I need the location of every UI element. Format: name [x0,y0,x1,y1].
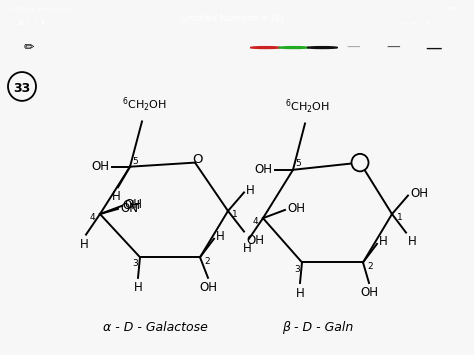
Circle shape [307,47,337,49]
Text: H: H [379,235,388,248]
Text: OH: OH [246,234,264,247]
Text: 4: 4 [89,213,95,222]
Text: 5: 5 [295,159,301,168]
Text: ↩  ↪  📄  ✕  ···: ↩ ↪ 📄 ✕ ··· [403,21,439,26]
Text: 1: 1 [397,213,403,222]
Text: OH: OH [91,160,109,173]
Text: H: H [80,238,88,251]
Text: OH: OH [199,281,217,294]
Text: —: — [425,39,442,56]
Text: 3: 3 [294,265,300,274]
Text: 3: 3 [132,259,138,268]
Text: $^6$CH$_2$OH: $^6$CH$_2$OH [121,96,166,114]
Text: 2: 2 [367,262,373,271]
Text: H: H [111,190,120,203]
Text: 5: 5 [132,157,138,166]
Text: O: O [193,153,203,166]
Text: β - D - Galn: β - D - Galn [283,321,354,334]
Circle shape [250,47,281,49]
Text: OH: OH [360,286,378,299]
Text: 70%: 70% [446,7,460,12]
Text: H: H [408,235,417,248]
Text: OH: OH [124,198,142,211]
Text: 1: 1 [232,209,238,219]
Text: α - D - Galactose: α - D - Galactose [102,321,208,334]
Text: OH: OH [122,199,140,212]
Text: OH: OH [254,163,272,176]
Text: H: H [216,230,225,243]
Text: OH: OH [287,202,305,215]
Circle shape [279,47,309,49]
Text: —: — [386,40,401,55]
Text: 4: 4 [252,217,258,226]
Text: ✏: ✏ [23,41,34,54]
Text: H: H [243,242,251,255]
Text: ON: ON [120,202,138,215]
Text: <   ⊞  🔍  🔖  ⬆: < ⊞ 🔍 🔖 ⬆ [9,21,46,26]
Text: Untitled Notebooˆk (4)  -: Untitled Notebooˆk (4) - [181,14,293,23]
Text: H: H [246,184,255,197]
Text: 2: 2 [204,257,210,266]
Text: H: H [134,281,142,294]
Circle shape [352,154,368,171]
Text: —: — [346,40,360,55]
Text: 7:05 AM  Wed 30 Jun: 7:05 AM Wed 30 Jun [9,7,74,12]
Text: OH: OH [410,187,428,200]
Text: H: H [296,287,304,300]
Text: $^6$CH$_2$OH: $^6$CH$_2$OH [284,98,329,116]
Text: 33: 33 [13,82,31,95]
